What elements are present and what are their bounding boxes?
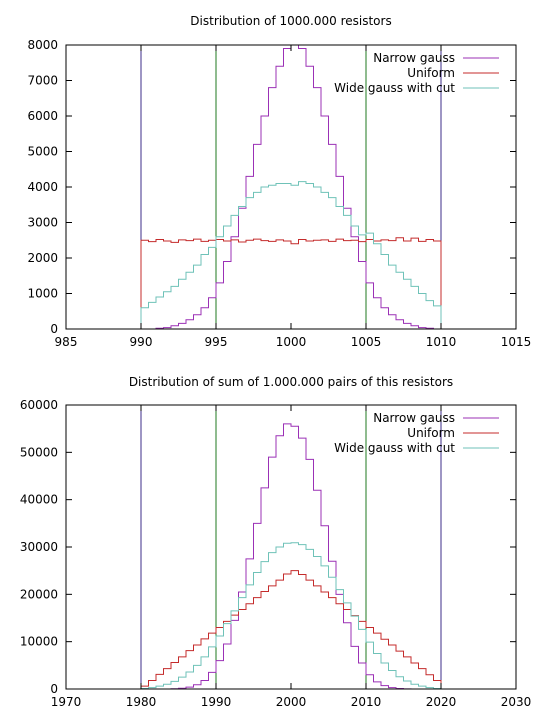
series-line-1 bbox=[140, 237, 442, 329]
y-tick-label: 0 bbox=[50, 322, 58, 336]
chart-title: Distribution of 1000.000 resistors bbox=[190, 14, 391, 28]
y-tick-label: 5000 bbox=[27, 145, 58, 159]
chart-title: Distribution of sum of 1.000.000 pairs o… bbox=[129, 375, 453, 389]
x-tick-label: 2020 bbox=[426, 695, 457, 709]
y-tick-label: 0 bbox=[50, 682, 58, 696]
y-tick-label: 50000 bbox=[20, 445, 58, 459]
x-tick-label: 1015 bbox=[501, 335, 532, 349]
legend-label: Wide gauss with cut bbox=[334, 441, 455, 455]
x-tick-label: 1000 bbox=[276, 335, 307, 349]
legend-label: Narrow gauss bbox=[373, 51, 455, 65]
series-line-1 bbox=[140, 570, 442, 689]
x-tick-label: 2010 bbox=[351, 695, 382, 709]
legend-label: Narrow gauss bbox=[373, 411, 455, 425]
legend-label: Uniform bbox=[407, 66, 455, 80]
chart-single-resistors: Distribution of 1000.000 resistors 985 990… bbox=[27, 14, 531, 349]
y-tick-label: 8000 bbox=[27, 38, 58, 52]
series-line-2 bbox=[140, 542, 442, 690]
x-tick-label: 1010 bbox=[426, 335, 457, 349]
y-tick-label: 6000 bbox=[27, 109, 58, 123]
y-tick-label: 1000 bbox=[27, 287, 58, 301]
x-tick-label: 2000 bbox=[276, 695, 307, 709]
chart-resistor-pair-sums: Distribution of sum of 1.000.000 pairs o… bbox=[20, 375, 531, 709]
legend-label: Uniform bbox=[407, 426, 455, 440]
x-tick-label: 995 bbox=[205, 335, 228, 349]
x-tick-label: 2030 bbox=[501, 695, 532, 709]
legend-label: Wide gauss with cut bbox=[334, 81, 455, 95]
y-tick-label: 4000 bbox=[27, 180, 58, 194]
y-tick-label: 7000 bbox=[27, 74, 58, 88]
series-line-2 bbox=[140, 181, 442, 329]
x-tick-label: 985 bbox=[55, 335, 78, 349]
y-tick-label: 20000 bbox=[20, 587, 58, 601]
y-tick-label: 10000 bbox=[20, 635, 58, 649]
x-tick-label: 1990 bbox=[201, 695, 232, 709]
series-line-0 bbox=[141, 423, 441, 690]
x-tick-label: 1005 bbox=[351, 335, 382, 349]
y-tick-label: 2000 bbox=[27, 251, 58, 265]
x-tick-label: 990 bbox=[130, 335, 153, 349]
y-tick-label: 60000 bbox=[20, 398, 58, 412]
y-tick-label: 3000 bbox=[27, 216, 58, 230]
y-tick-label: 30000 bbox=[20, 540, 58, 554]
x-tick-label: 1970 bbox=[51, 695, 82, 709]
y-tick-label: 40000 bbox=[20, 493, 58, 507]
x-tick-label: 1980 bbox=[126, 695, 157, 709]
